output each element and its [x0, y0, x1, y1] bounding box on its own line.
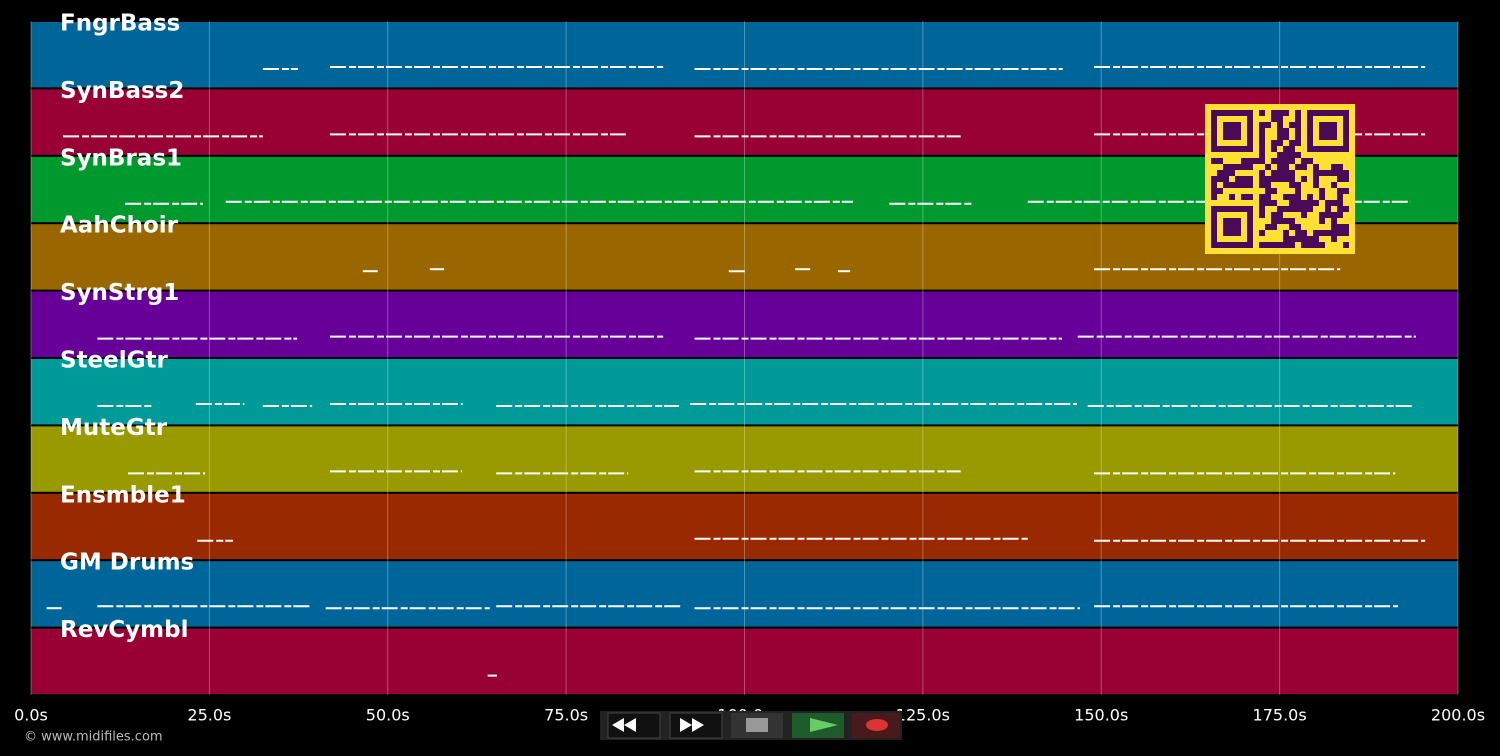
track-band	[31, 561, 1458, 627]
track-name: RevCymbl	[60, 617, 189, 643]
record-button[interactable]	[852, 713, 900, 738]
track-band	[31, 493, 1458, 560]
stop-button[interactable]	[731, 713, 783, 738]
track-name: SynBass2	[60, 78, 184, 104]
x-tick-label: 75.0s	[544, 706, 588, 725]
x-tick-label: 125.0s	[896, 706, 950, 725]
track-band	[31, 22, 1458, 88]
x-tick-label: 150.0s	[1074, 706, 1128, 725]
track-band	[31, 628, 1458, 694]
x-tick-label: 0.0s	[14, 706, 48, 725]
track-band	[31, 291, 1458, 357]
rewind-button[interactable]	[607, 712, 661, 739]
x-tick-label: 175.0s	[1253, 706, 1307, 725]
track-name: SteelGtr	[60, 348, 169, 374]
forward-button[interactable]	[669, 712, 723, 739]
track-name: FngrBass	[60, 11, 180, 37]
track-band	[31, 426, 1458, 492]
track-name: AahChoir	[60, 213, 179, 239]
x-tick-label: 200.0s	[1431, 706, 1485, 725]
track-name: SynBras1	[60, 145, 182, 171]
track-name: GM Drums	[60, 550, 194, 576]
track-name: Ensmble1	[60, 482, 186, 508]
track-band	[31, 359, 1458, 425]
transport	[600, 711, 902, 740]
x-tick-label: 50.0s	[366, 706, 410, 725]
track-name: MuteGtr	[60, 415, 168, 441]
play-button[interactable]	[792, 713, 844, 738]
track-name: SynStrg1	[60, 280, 179, 306]
qr-code	[1205, 104, 1355, 254]
x-tick-label: 25.0s	[187, 706, 231, 725]
copyright: © www.midifiles.com	[24, 730, 163, 745]
